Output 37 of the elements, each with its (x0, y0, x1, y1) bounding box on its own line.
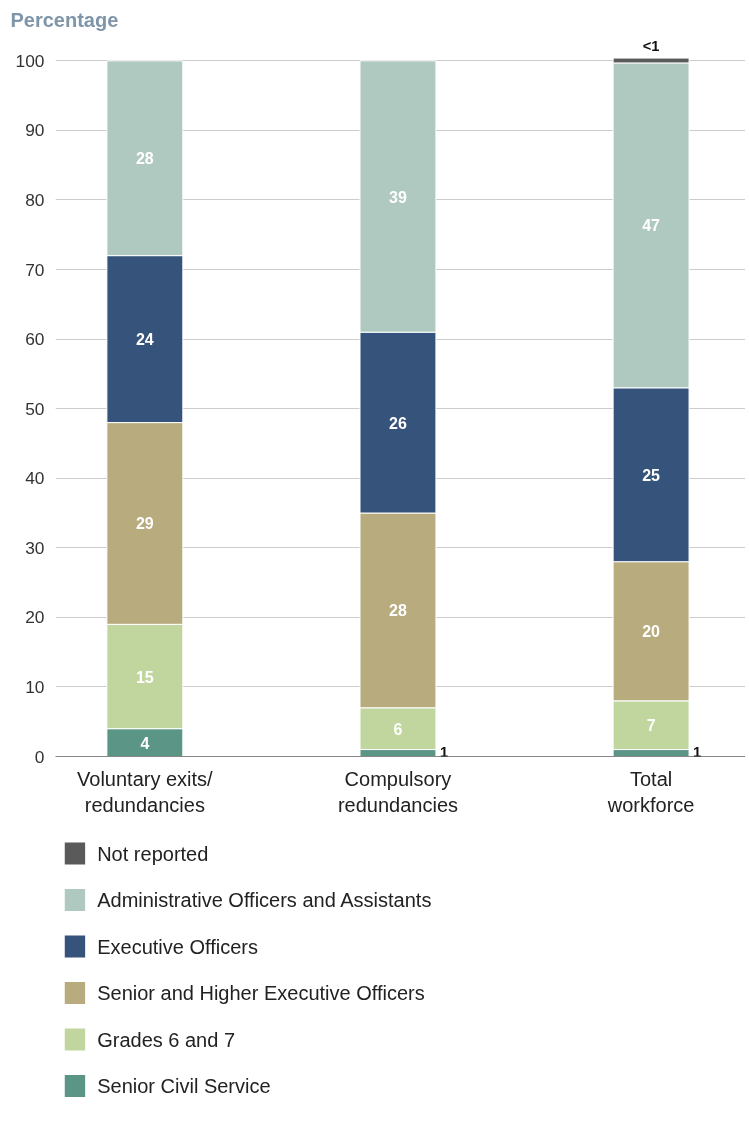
data-label: 25 (642, 466, 661, 484)
data-label: 20 (642, 623, 661, 641)
legend-label: Senior and Higher Executive Officers (97, 982, 425, 1004)
y-tick-label: 50 (25, 398, 45, 419)
legend-label: Administrative Officers and Assistants (97, 889, 432, 911)
data-label: 47 (642, 217, 661, 235)
y-tick-label: 80 (25, 189, 45, 210)
data-label: 26 (389, 414, 407, 432)
data-label: 29 (135, 515, 154, 533)
data-label: 7 (646, 717, 656, 735)
data-label: 1 (439, 743, 449, 760)
y-tick-label: 20 (25, 607, 45, 628)
legend-label: Senior Civil Service (97, 1075, 271, 1097)
data-label: 15 (135, 668, 154, 686)
y-tick-label: 0 (34, 746, 45, 767)
data-label: 4 (140, 734, 150, 752)
data-label: <1 (642, 38, 660, 55)
y-tick-label: 40 (25, 468, 45, 489)
x-tick-label: Compulsory redundancies (337, 767, 459, 816)
y-tick-label: 100 (15, 50, 45, 71)
y-tick-label: 90 (25, 120, 45, 141)
legend-label: Grades 6 and 7 (97, 1028, 236, 1051)
legend-label: Executive Officers (97, 935, 258, 958)
data-label: 24 (135, 331, 154, 349)
legend-label: Not reported (97, 842, 209, 865)
y-tick-label: 60 (25, 329, 45, 350)
y-tick-label: 70 (25, 259, 45, 280)
data-label: 28 (135, 150, 154, 168)
data-label: 1 (693, 743, 702, 760)
y-tick-label: 10 (25, 676, 45, 697)
y-tick-label: 30 (25, 537, 45, 558)
x-tick-label: Voluntary exits/ redundancies (77, 767, 214, 816)
data-label: 6 (393, 720, 403, 738)
x-tick-label: Total workforce (606, 767, 695, 816)
data-label: 39 (389, 188, 407, 206)
data-label: 28 (389, 602, 407, 620)
y-axis-title: Percentage (10, 8, 119, 31)
